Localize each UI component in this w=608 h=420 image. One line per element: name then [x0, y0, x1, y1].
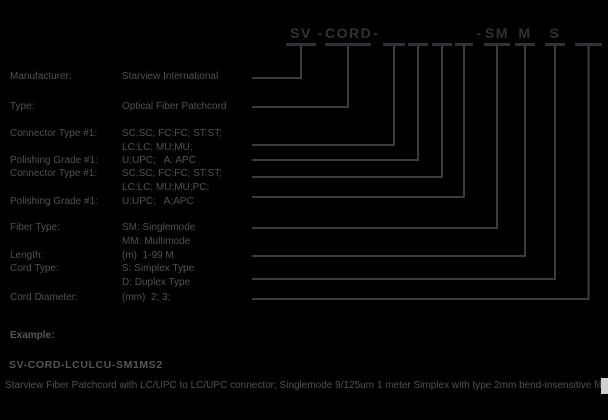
field-value-line: U:UPC; A:APC	[122, 196, 194, 207]
pn-segment-cord: CORD	[325, 26, 371, 46]
field-label: Polishing Grade #1:	[10, 155, 98, 166]
field-label: Connector Type #1:	[10, 168, 98, 179]
field-value: (mm) 2; 3;	[122, 291, 260, 305]
example-heading: Example:	[10, 330, 55, 341]
field-label: Manufacturer:	[10, 71, 72, 82]
leader-line-type	[252, 46, 349, 108]
field-label: Type:	[10, 101, 35, 112]
pn-dash: -	[317, 25, 324, 41]
page-edge-artifact	[601, 378, 608, 394]
leader-line-manufacturer	[252, 46, 302, 79]
field-value: U:UPC; A:APC	[122, 195, 260, 209]
field-label: Polishing Grade #1:	[10, 196, 98, 207]
field-value: Optical Fiber Patchcord	[122, 100, 260, 114]
field-value-line: S: Simplex Type	[122, 263, 195, 274]
field-value: (m) 1-99 M	[122, 249, 260, 263]
leader-line-fiber-type	[252, 46, 498, 229]
pn-dash: -	[373, 25, 380, 41]
field-value-line: (mm) 2; 3;	[122, 292, 171, 303]
pn-blank-segment	[408, 26, 428, 46]
field-value-line: U:UPC; A: APC	[122, 155, 196, 166]
field-label: Length:	[10, 250, 44, 261]
leader-line-connector-type-1b	[252, 46, 443, 178]
field-value-line: MM: Multimode	[122, 236, 191, 247]
field-value-line: SC:SC; FC:FC; ST:ST;	[122, 168, 223, 179]
field-value-line: (m) 1-99 M	[122, 250, 174, 261]
field-value: SC:SC; FC:FC; ST:ST; LC:LC; MU:MU;PC;	[122, 167, 260, 195]
field-value-line: D: Duplex Type	[122, 277, 191, 288]
field-label: Cord Diameter:	[10, 292, 78, 303]
field-value-line: LC:LC; MU:MU;PC;	[122, 182, 210, 193]
pn-dash: -	[476, 25, 483, 41]
field-value: S: Simplex Type D: Duplex Type	[122, 262, 260, 290]
field-value: SC:SC; FC:FC; ST:ST; LC:LC; MU:MU;	[122, 127, 260, 155]
leader-line-cord-type	[252, 46, 556, 280]
field-value-line: LC:LC; MU:MU;	[122, 142, 193, 153]
field-value-line: SC:SC; FC:FC; ST:ST;	[122, 128, 223, 139]
leader-line-polishing-grade-1	[252, 46, 419, 161]
pn-blank-segment	[455, 26, 473, 46]
pn-segment-sm: SM	[484, 26, 510, 46]
field-label: Fiber Type:	[10, 222, 60, 233]
field-label: Cord Type:	[10, 263, 59, 274]
pn-blank-segment	[432, 26, 452, 46]
field-value: SM: Singlemode MM: Multimode	[122, 221, 260, 249]
field-value-line: SM: Singlemode	[122, 222, 196, 233]
leader-line-connector-type-1	[252, 46, 395, 146]
field-value-line: Starview International	[122, 71, 219, 82]
field-label: Connector Type #1:	[10, 128, 98, 139]
field-value: U:UPC; A: APC	[122, 154, 260, 168]
pn-segment-m: M	[515, 26, 535, 46]
pn-segment-s: S	[545, 26, 565, 46]
pn-segment-sv: SV	[286, 26, 316, 46]
leader-line-length	[252, 46, 526, 257]
pn-blank-segment	[383, 26, 405, 46]
part-number-template: SV - CORD - - SM M S	[286, 26, 606, 46]
field-value: Starview International	[122, 70, 260, 84]
leader-line-cord-diameter	[252, 46, 590, 300]
pn-blank-segment	[575, 26, 602, 46]
example-description: Starview Fiber Patchcord with LC/UPC to …	[5, 380, 608, 391]
field-value-line: Optical Fiber Patchcord	[122, 101, 227, 112]
leader-line-polishing-grade-1b	[252, 46, 465, 198]
example-part-number: SV-CORD-LCULCU-SM1MS2	[9, 359, 163, 371]
